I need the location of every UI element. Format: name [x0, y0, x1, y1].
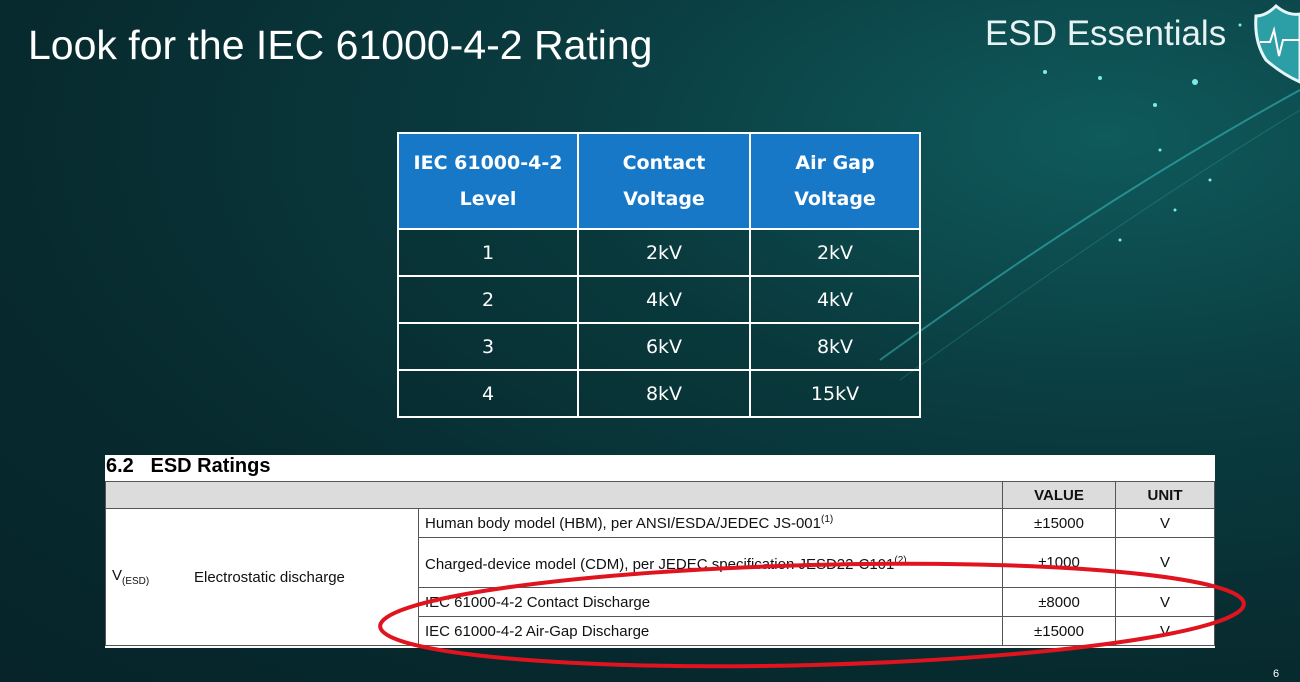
cell: 4kV	[749, 275, 921, 324]
footnote-ref: (2)	[894, 554, 907, 566]
header-unit: UNIT	[1115, 481, 1215, 509]
page-number: 6	[1273, 668, 1280, 680]
table-row: 1 2kV 2kV	[397, 228, 921, 277]
header-text: Contact	[622, 152, 706, 174]
value-cell: ±8000	[1002, 587, 1116, 617]
unit-cell: V	[1115, 616, 1215, 646]
table-row: 3 6kV 8kV	[397, 322, 921, 371]
table-header-row: IEC 61000-4-2 Level Contact Voltage Air Ga…	[397, 132, 921, 230]
cell: 2kV	[577, 228, 751, 277]
value-cell: ±15000	[1002, 616, 1116, 646]
table-row: V(ESD) Electrostatic discharge Human bod…	[105, 508, 1215, 646]
condition-cell: Charged-device model (CDM), per JEDEC sp…	[418, 537, 1003, 588]
condition-text: Charged-device model (CDM), per JEDEC sp…	[425, 555, 895, 573]
symbol-cell: V(ESD)	[105, 508, 188, 646]
table-row: 2 4kV 4kV	[397, 275, 921, 324]
shield-heartbeat-icon	[1254, 3, 1300, 84]
condition-cell: IEC 61000-4-2 Contact Discharge	[418, 587, 1003, 617]
cell: 8kV	[749, 322, 921, 371]
slide-title: Look for the IEC 61000-4-2 Rating	[28, 22, 653, 68]
header-text: Voltage	[623, 188, 705, 210]
symbol: V	[112, 567, 123, 584]
esd-ratings-excerpt: 6.2 ESD Ratings VALUE UNIT V(ESD) Electr…	[105, 455, 1215, 648]
cell: 2	[397, 275, 579, 324]
esd-ratings-table: VALUE UNIT V(ESD) Electrostatic discharg…	[105, 481, 1215, 646]
header-text: Voltage	[794, 188, 876, 210]
header-contact: Contact Voltage	[577, 132, 751, 230]
header-air-gap: Air Gap Voltage	[749, 132, 921, 230]
symbol-subscript: (ESD)	[122, 576, 150, 587]
cell: 4	[397, 369, 579, 418]
footnote-ref: (1)	[820, 514, 834, 525]
header-blank	[105, 481, 1003, 509]
condition-cell: Human body model (HBM), per ANSI/ESDA/JE…	[418, 508, 1003, 538]
iec-level-table: IEC 61000-4-2 Level Contact Voltage Air Ga…	[397, 132, 921, 418]
brand-name: ESD Essentials	[985, 14, 1227, 53]
cell: 1	[397, 228, 579, 277]
cell: 8kV	[577, 369, 751, 418]
header-text: Air Gap	[795, 152, 875, 174]
cell: 2kV	[749, 228, 921, 277]
table-row: 4 8kV 15kV	[397, 369, 921, 418]
header-level: IEC 61000-4-2 Level	[397, 132, 579, 230]
section-title: 6.2 ESD Ratings	[106, 455, 271, 477]
condition-cell: IEC 61000-4-2 Air-Gap Discharge	[418, 616, 1003, 646]
cell: 15kV	[749, 369, 921, 418]
header-text: Level	[459, 188, 517, 210]
parameter-cell: Electrostatic discharge	[188, 508, 419, 646]
header-text: IEC 61000-4-2	[413, 152, 563, 174]
cell: 4kV	[577, 275, 751, 324]
condition-text: Human body model (HBM), per ANSI/ESDA/JE…	[425, 515, 821, 532]
unit-cell: V	[1115, 587, 1215, 617]
value-cell: ±1000	[1002, 537, 1116, 588]
unit-cell: V	[1115, 508, 1215, 538]
table-header-row: VALUE UNIT	[105, 481, 1215, 509]
header-value: VALUE	[1002, 481, 1116, 509]
cell: 3	[397, 322, 579, 371]
value-cell: ±15000	[1002, 508, 1116, 538]
cell: 6kV	[577, 322, 751, 371]
unit-cell: V	[1115, 537, 1215, 588]
